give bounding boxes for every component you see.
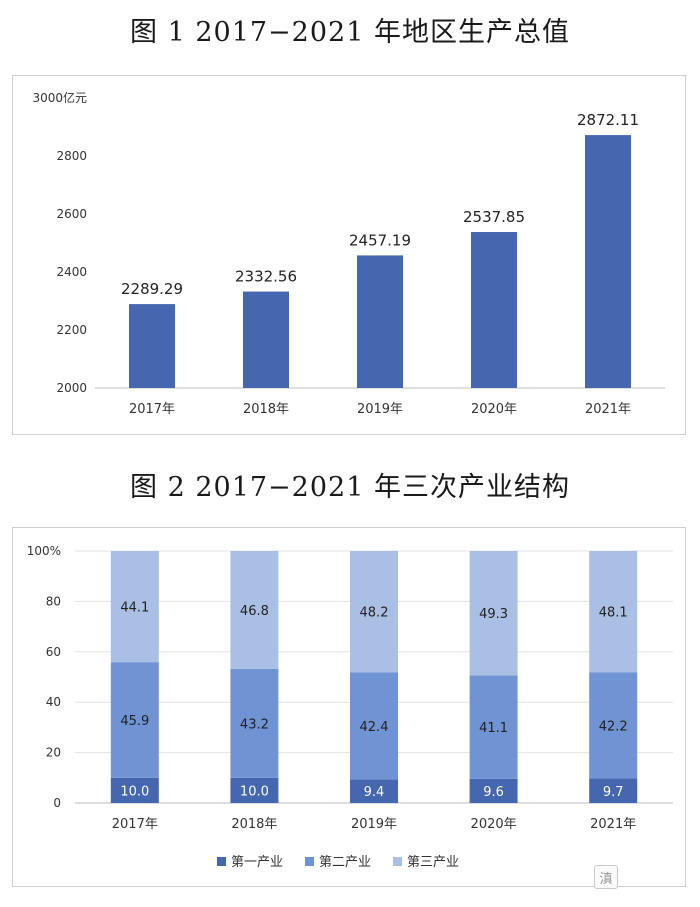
figure2-stacked-bar-chart: 100% 80 60 40 20 0 10.0 45.9 44.1 2017年 10.0 43.2 46… — [27, 544, 673, 870]
figure1-bar-chart: 3000亿元 2800 2600 2400 2200 2000 2289.29 2017年 23… — [32, 90, 665, 417]
figure2-title: 图 2 2017−2021 年三次产业结构 — [130, 472, 570, 503]
stacked-bar-segment — [230, 551, 279, 669]
data-label: 9.6 — [483, 785, 504, 800]
y-tick-label: 2200 — [56, 323, 87, 337]
y-tick-label: 2000 — [56, 381, 87, 395]
y-tick-label: 2400 — [56, 265, 87, 279]
x-tick-label: 2021年 — [585, 402, 631, 417]
data-label: 10.0 — [120, 784, 149, 799]
data-label: 48.2 — [360, 606, 389, 621]
stacked-bar-segment — [230, 668, 279, 778]
x-tick-label: 2018年 — [243, 402, 289, 417]
data-label: 2537.85 — [463, 208, 525, 226]
stacked-bar-segment — [230, 777, 279, 803]
y-tick-label: 20 — [46, 746, 61, 760]
bar — [357, 255, 403, 388]
x-tick-label: 2018年 — [231, 817, 277, 832]
stacked-bar-segment — [350, 551, 398, 673]
y-tick-label: 2600 — [56, 207, 87, 221]
y-tick-label: 40 — [46, 695, 61, 709]
data-label: 2872.11 — [577, 111, 639, 129]
stacked-bar-segment — [469, 778, 518, 803]
legend-label: 第一产业 — [231, 855, 283, 870]
x-tick-label: 2017年 — [129, 402, 175, 417]
data-label: 9.7 — [603, 785, 624, 800]
data-label: 2289.29 — [121, 280, 183, 298]
data-label: 41.1 — [479, 721, 508, 736]
watermark-logo: 滇 — [594, 865, 618, 889]
data-label: 46.8 — [240, 604, 269, 619]
stacked-bar-segment — [110, 662, 159, 778]
stacked-bar-segment — [350, 672, 398, 780]
data-label: 42.2 — [599, 719, 628, 734]
y-tick-label: 80 — [46, 594, 61, 608]
bar — [243, 291, 289, 388]
legend-label: 第三产业 — [407, 855, 459, 870]
data-label: 9.4 — [364, 785, 385, 800]
y-tick-label: 3000亿元 — [32, 90, 87, 105]
legend-swatch — [305, 857, 314, 866]
bar — [129, 304, 175, 388]
data-label: 48.1 — [599, 606, 628, 621]
legend-label: 第二产业 — [319, 855, 371, 870]
stacked-bar-segment — [110, 551, 159, 663]
y-tick-label: 100% — [27, 544, 61, 558]
figure1-chart-panel: 3000亿元 2800 2600 2400 2200 2000 2289.29 2017年 23… — [12, 75, 686, 435]
stacked-bar-segment — [589, 672, 638, 779]
x-tick-label: 2020年 — [471, 817, 517, 832]
x-tick-label: 2019年 — [351, 817, 397, 832]
data-label: 10.0 — [240, 784, 269, 799]
y-tick-label: 2800 — [56, 149, 87, 163]
y-tick-label: 0 — [53, 796, 61, 810]
figure1-title: 图 1 2017−2021 年地区生产总值 — [130, 17, 570, 48]
legend-swatch — [393, 857, 402, 866]
x-tick-label: 2019年 — [357, 402, 403, 417]
data-label: 45.9 — [120, 714, 149, 729]
x-tick-label: 2021年 — [590, 817, 636, 832]
data-label: 43.2 — [240, 717, 269, 732]
data-label: 2457.19 — [349, 231, 411, 249]
stacked-bar-segment — [469, 675, 518, 779]
legend-swatch — [217, 857, 226, 866]
y-tick-label: 60 — [46, 645, 61, 659]
x-tick-label: 2020年 — [471, 402, 517, 417]
x-tick-label: 2017年 — [112, 817, 158, 832]
figure2-chart-panel: 100% 80 60 40 20 0 10.0 45.9 44.1 2017年 10.0 43.2 46… — [12, 527, 686, 887]
bar — [471, 232, 517, 388]
data-label: 44.1 — [120, 601, 149, 616]
stacked-bar-segment — [589, 778, 638, 803]
stacked-bar-segment — [589, 551, 638, 673]
bar — [585, 135, 631, 388]
stacked-bar-segment — [469, 551, 518, 676]
stacked-bar-segment — [350, 779, 398, 803]
data-label: 49.3 — [479, 607, 508, 622]
data-label: 42.4 — [360, 720, 389, 735]
data-label: 2332.56 — [235, 268, 297, 286]
stacked-bar-segment — [110, 777, 159, 803]
